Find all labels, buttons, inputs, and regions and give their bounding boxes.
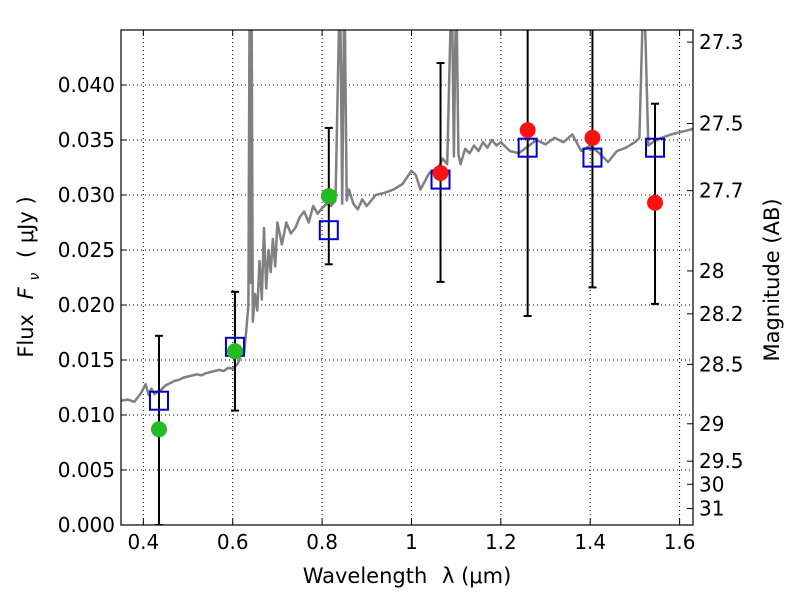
right-tick-label: 31 <box>699 497 724 521</box>
right-tick-label: 28 <box>699 259 724 283</box>
y-axis-label-sub: ν <box>27 273 43 281</box>
model-point <box>517 137 538 158</box>
axes-ticks: 0.4 0.6 0.8 1 1.2 1.4 1.6 0.000 0.005 0.010 0.015 0… <box>58 30 744 554</box>
x-tick-label: 1 <box>405 530 418 554</box>
y-tick-label: 0.025 <box>58 238 115 262</box>
observed-point <box>320 188 337 205</box>
right-tick-label: 30 <box>699 472 724 496</box>
y-axis-label-text: Flux <box>14 314 38 358</box>
spectrum-line <box>121 30 693 404</box>
x-tick-label: 0.4 <box>127 530 159 554</box>
y-axis-label: Flux F ν ( μJy ) <box>14 196 44 357</box>
y-tick-label: 0.015 <box>58 348 115 372</box>
right-tick-label: 27.7 <box>699 179 744 203</box>
x-tick-label: 1.6 <box>664 530 696 554</box>
observed-point <box>519 122 536 139</box>
y-tick-label: 0.035 <box>58 128 115 152</box>
y-axis-label-unit: ( μJy ) <box>14 196 38 258</box>
plot-frame <box>120 29 694 526</box>
observed-point <box>432 165 449 181</box>
x-axis-label: Wavelength λ (μm) <box>303 564 512 588</box>
y-tick-label: 0.040 <box>58 73 115 97</box>
right-tick-label: 27.5 <box>699 112 744 136</box>
y-tick-label: 0.020 <box>58 293 115 317</box>
y-axis-label-math: F <box>14 286 38 299</box>
x-axis-label-text: Wavelength <box>303 564 428 588</box>
observed-point <box>226 343 243 360</box>
x-tick-label: 1.2 <box>485 530 517 554</box>
right-tick-label: 29.5 <box>699 449 744 473</box>
observed-point <box>647 194 664 211</box>
model-point <box>582 147 603 168</box>
y-tick-label: 0.030 <box>58 183 115 207</box>
right-tick-label: 29 <box>699 412 724 436</box>
y-tick-label: 0.005 <box>58 458 115 482</box>
x-tick-label: 1.4 <box>574 530 606 554</box>
y-tick-label: 0.000 <box>58 513 115 537</box>
observed-point <box>584 129 601 146</box>
right-axis-label: Magnitude (AB) <box>760 198 784 361</box>
plot-area <box>121 30 693 525</box>
x-tick-label: 0.6 <box>217 530 249 554</box>
y-tick-label: 0.010 <box>58 403 115 427</box>
model-point <box>148 390 169 411</box>
x-tick-label: 0.8 <box>306 530 338 554</box>
right-tick-label: 28.2 <box>699 302 744 326</box>
model-point <box>645 137 666 158</box>
x-axis-label-math: λ (μm) <box>442 564 511 588</box>
right-tick-label: 27.3 <box>699 30 744 54</box>
right-tick-label: 28.5 <box>699 352 744 376</box>
observed-point <box>150 421 167 438</box>
model-point <box>318 220 339 241</box>
